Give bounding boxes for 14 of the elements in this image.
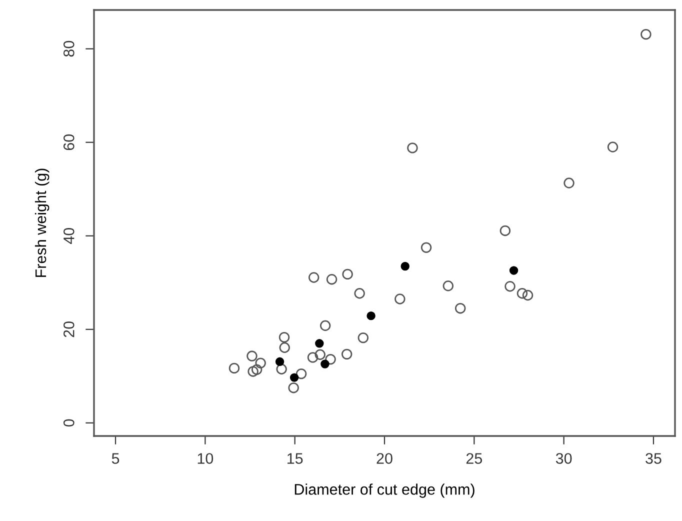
x-tick-label: 10 (198, 453, 214, 464)
x-tick-label: 15 (288, 453, 303, 464)
x-tick-label: 5 (112, 453, 120, 464)
y-tick-label: 80 (63, 40, 74, 57)
y-tick-label: 20 (63, 321, 74, 338)
x-tick-label: 30 (556, 453, 572, 464)
y-tick-label: 60 (63, 134, 74, 150)
y-tick-label: 40 (63, 228, 74, 244)
x-axis-title: Diameter of cut edge (mm) (294, 484, 474, 498)
y-axis-title: Fresh weight (g) (34, 168, 50, 277)
x-tick-label: 20 (376, 453, 392, 464)
x-tick-label: 25 (466, 453, 482, 464)
y-tick-label: 0 (63, 419, 74, 427)
x-tick-label: 35 (646, 453, 662, 464)
